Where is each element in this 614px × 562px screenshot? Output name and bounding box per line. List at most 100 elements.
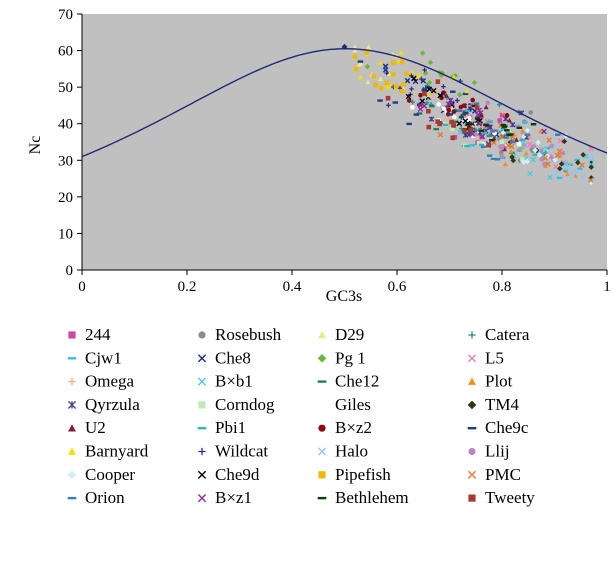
scatter-point xyxy=(516,126,523,129)
scatter-point xyxy=(437,131,444,138)
y-axis-title: Nc xyxy=(27,136,44,155)
legend-item: Cooper xyxy=(67,465,135,484)
scatter-point xyxy=(454,98,460,103)
scatter-point xyxy=(435,79,441,84)
scatter-point xyxy=(523,150,529,156)
scatter-point xyxy=(443,93,450,98)
legend-marker xyxy=(197,427,207,430)
scatter-point xyxy=(426,124,432,130)
legend-marker xyxy=(197,354,207,363)
scatter-point xyxy=(436,102,441,107)
scatter-point xyxy=(464,88,470,94)
legend-label: Pbi1 xyxy=(215,418,246,437)
scatter-point xyxy=(353,66,359,72)
scatter-point xyxy=(489,138,495,142)
scatter-point xyxy=(541,128,547,135)
scatter-point xyxy=(379,85,384,91)
scatter-point xyxy=(575,159,581,166)
scatter-point xyxy=(476,120,483,127)
scatter-point xyxy=(472,122,477,127)
scatter-point xyxy=(579,162,585,168)
scatter-point xyxy=(468,106,473,112)
scatter-point xyxy=(399,59,405,65)
scatter-point xyxy=(527,170,533,177)
legend-label: U2 xyxy=(85,418,106,437)
scatter-point xyxy=(500,123,507,127)
x-tick-label: 0.4 xyxy=(283,279,302,295)
scatter-point xyxy=(428,116,435,122)
scatter-point xyxy=(516,141,522,147)
scatter-point xyxy=(536,152,543,158)
scatter-point xyxy=(430,87,437,94)
scatter-point xyxy=(481,131,488,135)
scatter-point xyxy=(463,112,469,115)
scatter-point xyxy=(449,119,454,125)
legend-label: B×b1 xyxy=(215,372,253,391)
scatter-point xyxy=(490,136,495,141)
scatter-point xyxy=(417,106,424,113)
scatter-point xyxy=(468,127,474,133)
scatter-point xyxy=(406,98,412,103)
legend-item: Barnyard xyxy=(68,442,149,461)
scatter-point xyxy=(450,90,456,93)
y-tick-label: 20 xyxy=(58,190,73,206)
scatter-point xyxy=(485,100,491,106)
scatter-point xyxy=(421,91,427,96)
legend-marker xyxy=(467,354,477,363)
scatter-point xyxy=(470,97,475,103)
scatter-point xyxy=(588,158,595,164)
legend-label: Giles xyxy=(335,395,371,414)
scatter-point xyxy=(422,67,427,73)
scatter-point xyxy=(399,88,405,94)
legend-item: Giles xyxy=(318,395,371,414)
scatter-point xyxy=(506,117,513,123)
legend-marker xyxy=(198,447,206,456)
scatter-point xyxy=(531,144,537,149)
scatter-point xyxy=(479,133,486,140)
scatter-point xyxy=(561,138,568,145)
scatter-point xyxy=(447,113,454,116)
legend-item: Pbi1 xyxy=(197,418,246,437)
scatter-point xyxy=(524,158,530,165)
scatter-point xyxy=(450,135,456,141)
scatter-point xyxy=(460,113,466,117)
scatter-point xyxy=(506,133,512,137)
scatter-point xyxy=(508,148,514,154)
legend-marker xyxy=(467,470,477,479)
scatter-point xyxy=(413,113,420,116)
scatter-point xyxy=(554,133,561,136)
scatter-point xyxy=(501,146,508,152)
scatter-point xyxy=(510,140,516,144)
legend-marker xyxy=(317,380,327,383)
legend-label: Tweety xyxy=(485,488,535,507)
scatter-point xyxy=(418,92,423,98)
legend-label: Pipefish xyxy=(335,465,391,484)
scatter-point xyxy=(561,165,568,171)
scatter-point xyxy=(467,115,472,121)
scatter-point xyxy=(390,60,396,66)
legend-item: Pg 1 xyxy=(317,348,366,367)
scatter-point xyxy=(509,154,515,160)
scatter-point xyxy=(549,143,555,149)
legend-marker xyxy=(467,400,477,410)
scatter-point xyxy=(519,128,526,133)
scatter-point xyxy=(364,63,371,70)
legend-item: Orion xyxy=(67,488,125,507)
y-tick-label: 60 xyxy=(58,44,73,60)
scatter-point xyxy=(421,88,428,91)
scatter-point xyxy=(537,128,544,134)
scatter-point xyxy=(573,168,579,175)
scatter-point xyxy=(576,167,583,170)
scatter-point xyxy=(471,104,478,108)
legend-label: Rosebush xyxy=(215,325,282,344)
legend-label: PMC xyxy=(485,465,521,484)
legend-item: Che9c xyxy=(467,418,529,437)
scatter-point xyxy=(524,133,531,137)
scatter-point xyxy=(497,118,503,123)
scatter-point xyxy=(556,176,563,180)
scatter-point xyxy=(404,71,409,77)
scatter-point xyxy=(509,122,516,128)
scatter-point xyxy=(485,124,491,128)
scatter-point xyxy=(431,92,436,98)
legend-item: U2 xyxy=(68,418,106,437)
